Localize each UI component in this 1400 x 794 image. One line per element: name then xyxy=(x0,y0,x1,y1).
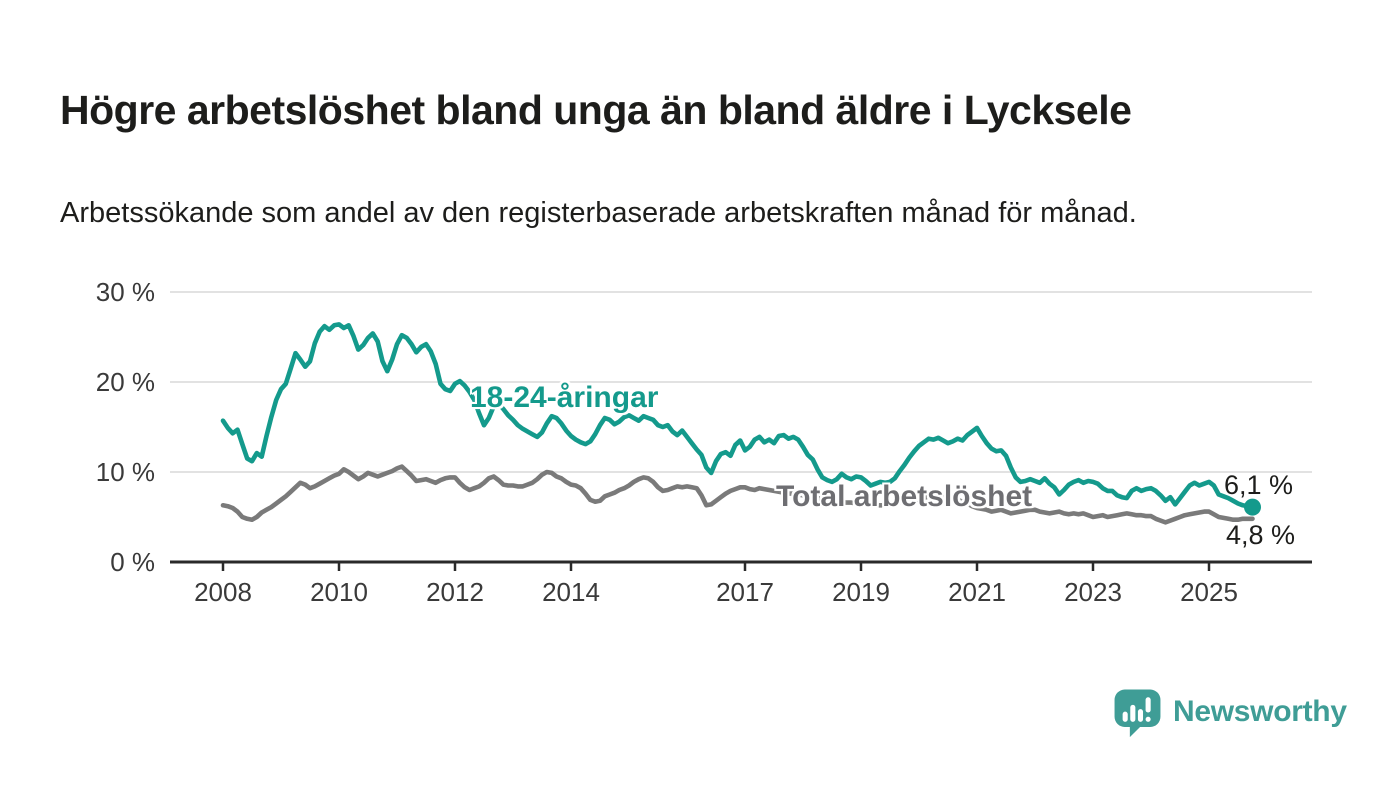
x-tick-label: 2012 xyxy=(426,577,484,607)
x-tick-label: 2017 xyxy=(716,577,774,607)
x-tick-label: 2008 xyxy=(194,577,252,607)
series-line-young xyxy=(220,322,1255,510)
chart-subtitle: Arbetssökande som andel av den registerb… xyxy=(60,197,1137,229)
newsworthy-logo-icon xyxy=(1114,689,1161,737)
newsworthy-logo-text: Newsworthy xyxy=(1173,695,1347,728)
x-tick-label: 2023 xyxy=(1064,577,1122,607)
y-tick-label: 20 % xyxy=(95,367,155,397)
y-tick-label: 0 % xyxy=(110,547,155,577)
y-tick-label: 10 % xyxy=(95,457,155,487)
x-tick-label: 2014 xyxy=(542,577,600,607)
line-chart xyxy=(170,291,1312,571)
end-value-total: 4,8 % xyxy=(1226,520,1296,550)
x-tick-label: 2025 xyxy=(1180,577,1238,607)
series-end-dot xyxy=(1244,498,1261,516)
page-title: Högre arbetslöshet bland unga än bland ä… xyxy=(60,87,1132,134)
newsworthy-logo: Newsworthy xyxy=(1112,686,1347,738)
x-tick-label: 2019 xyxy=(832,577,890,607)
end-value-young: 6,1 % xyxy=(1224,470,1294,500)
x-tick-label: 2021 xyxy=(948,577,1006,607)
series-label-young: 18-24-åringar xyxy=(470,381,659,414)
series-label-total: Total arbetslöshet xyxy=(776,480,1033,513)
y-tick-label: 30 % xyxy=(95,277,155,307)
x-tick-label: 2010 xyxy=(310,577,368,607)
series-line-total xyxy=(220,464,1255,525)
